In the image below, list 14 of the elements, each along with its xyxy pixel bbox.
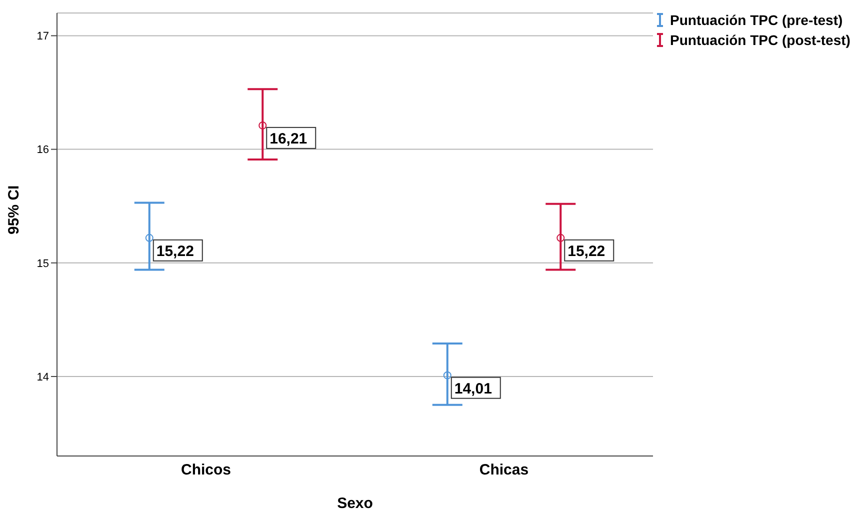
legend-label: Puntuación TPC (pre-test) [670, 12, 843, 28]
y-tick-label: 16 [36, 144, 49, 156]
data-label: 15,22 [568, 242, 606, 260]
data-label: 14,01 [454, 380, 492, 398]
x-tick-label: Chicos [180, 462, 232, 479]
x-tick-label: Chicas [479, 462, 529, 479]
y-tick-label: 14 [36, 371, 49, 384]
data-label: 15,22 [156, 242, 194, 260]
x-axis-title: Sexo [337, 495, 373, 512]
legend-label: Puntuación TPC (post-test) [670, 32, 850, 48]
data-label: 16,21 [270, 130, 308, 148]
y-axis-title: 95% CI [5, 185, 22, 234]
y-tick-label: 15 [36, 258, 49, 270]
y-tick-label: 17 [36, 30, 49, 43]
